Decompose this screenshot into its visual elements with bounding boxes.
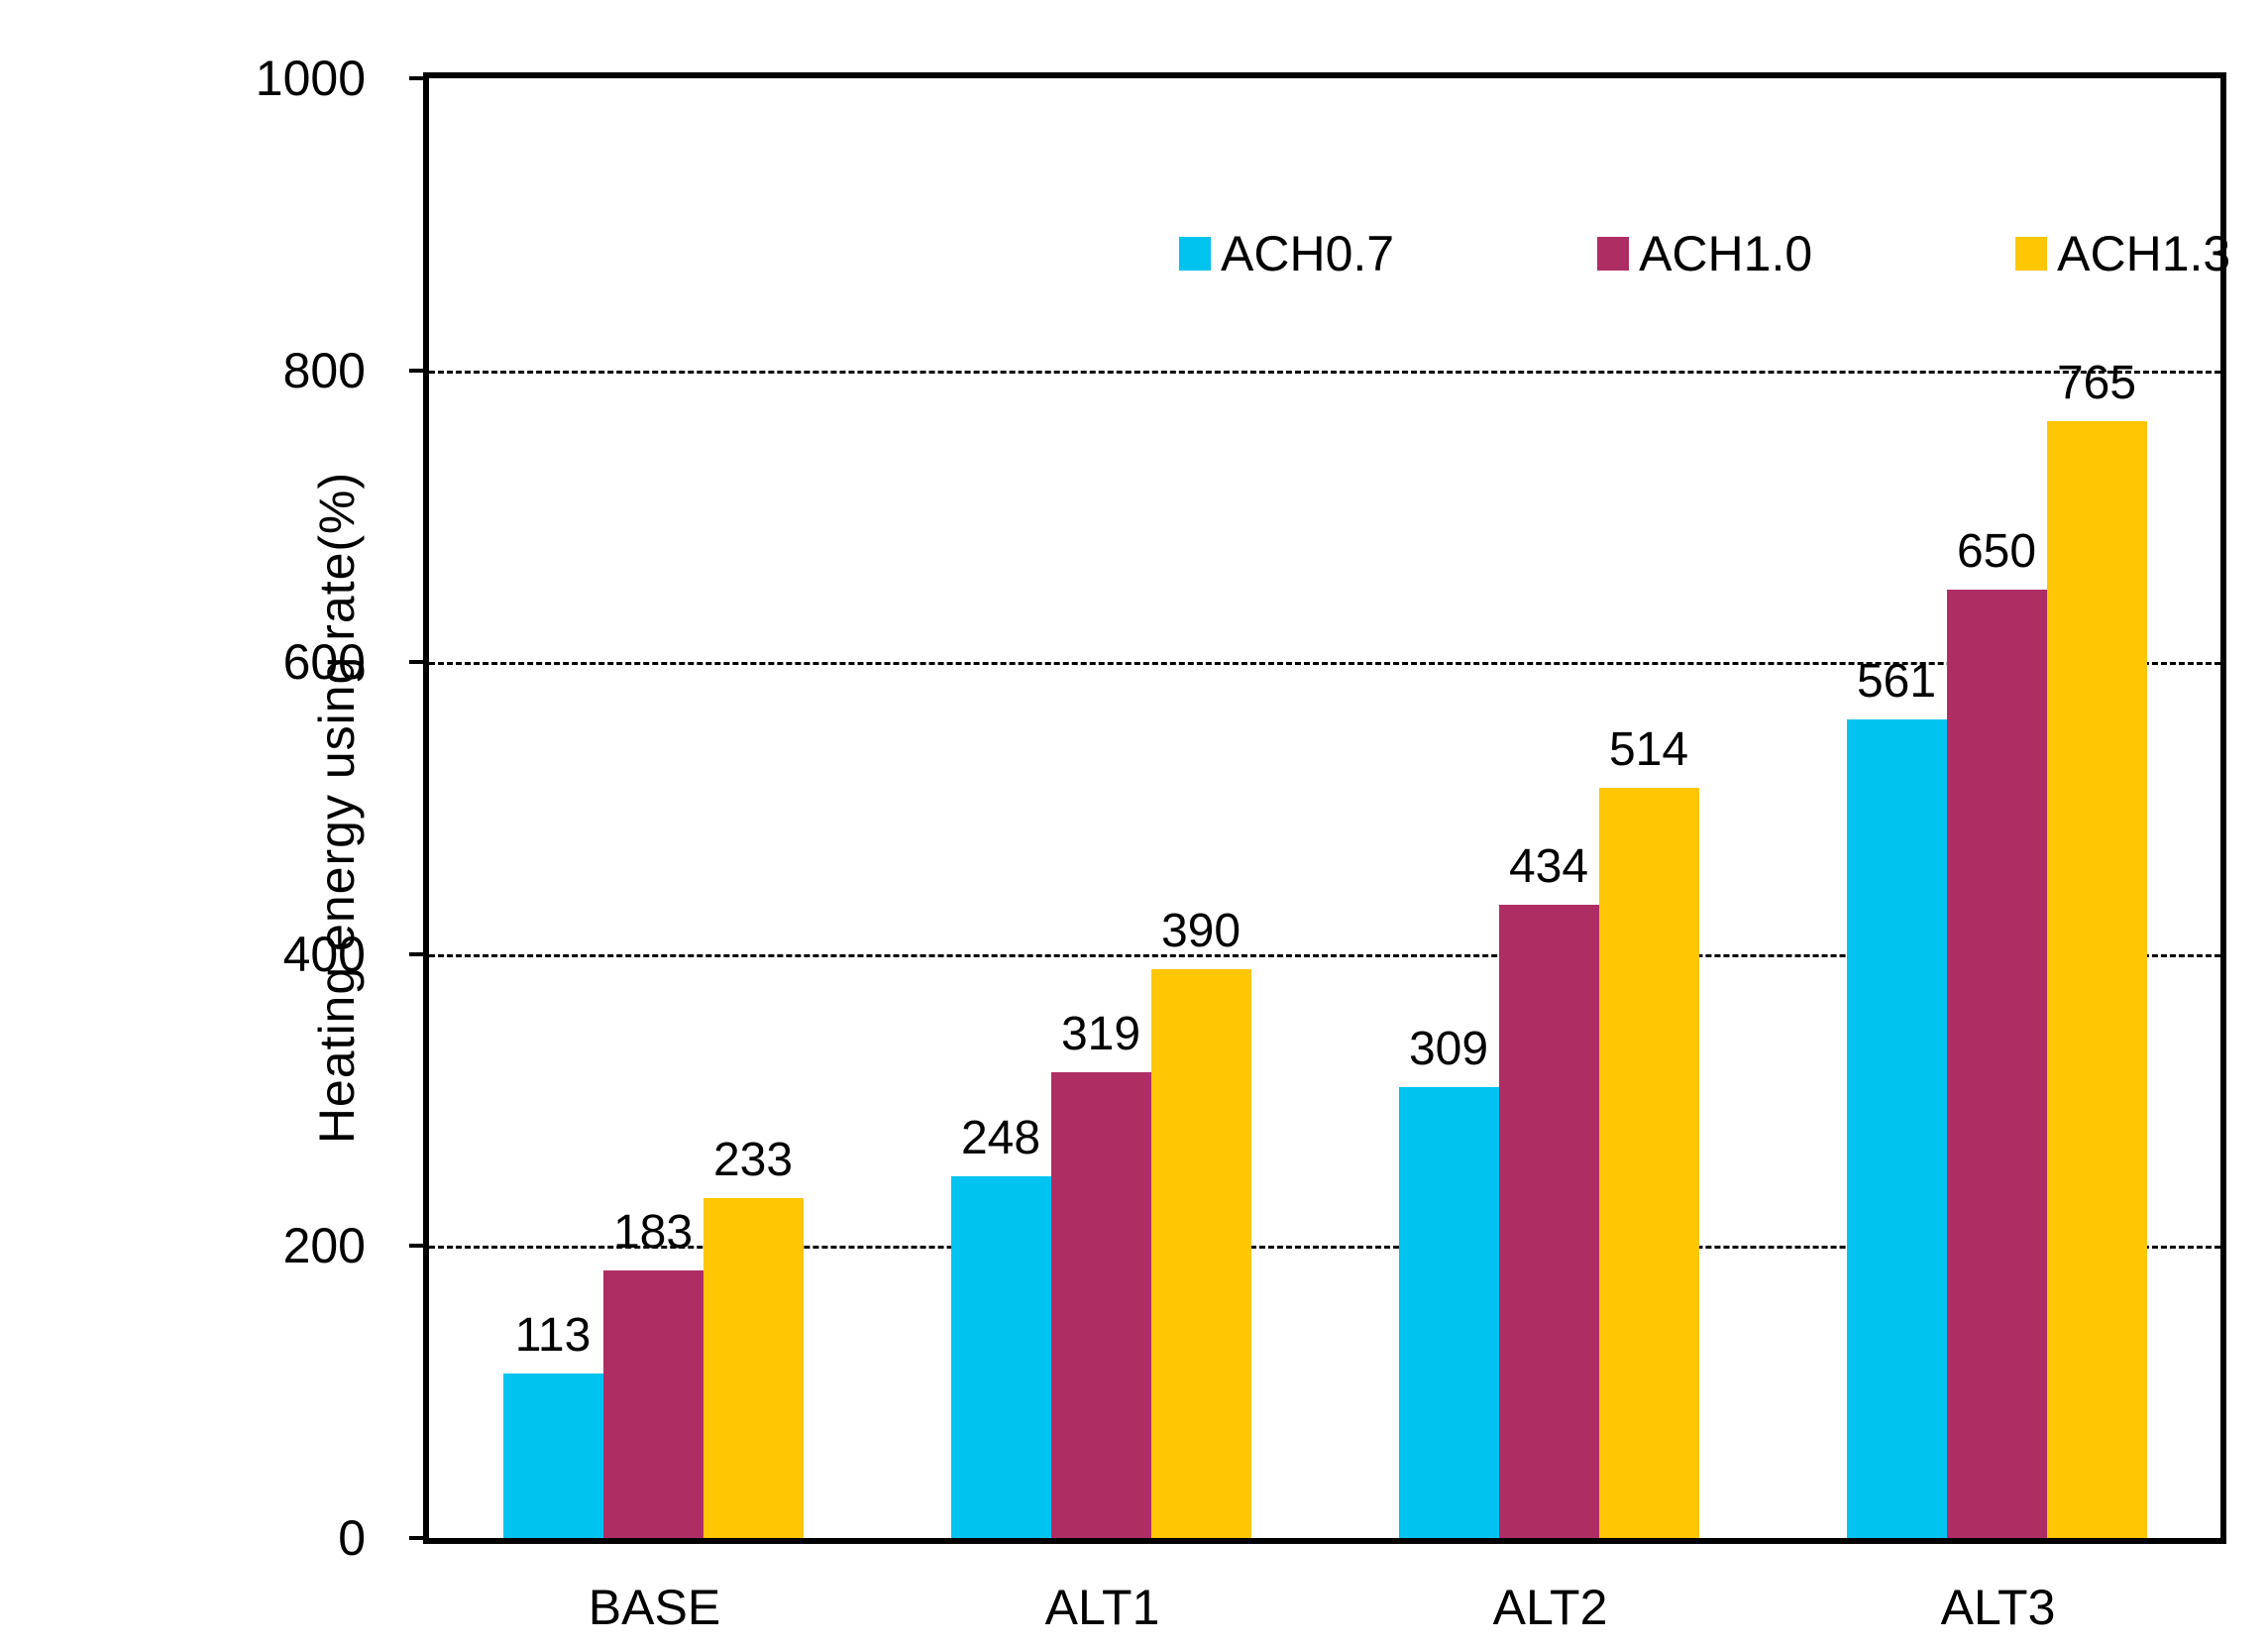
x-category-label-BASE: BASE xyxy=(588,1580,721,1635)
bar-group-ALT3: 561 650 765 xyxy=(1773,78,2220,1538)
y-tick-label-400: 400 xyxy=(282,926,366,982)
gridline-600 xyxy=(429,662,2220,666)
bar-value-label: 319 xyxy=(1060,1008,1141,1061)
legend-swatch-icon xyxy=(1597,237,1630,271)
gridline-200 xyxy=(429,1246,2220,1250)
bar-group-BASE: 113 183 233 xyxy=(429,78,877,1538)
legend-label: ACH0.7 xyxy=(1221,226,1395,281)
legend-label: ACH1.3 xyxy=(2057,226,2231,281)
gridline-800 xyxy=(429,370,2220,374)
bar-BASE-ACH0.7: 113 xyxy=(502,1311,603,1538)
plot-area: ACH0.7 ACH1.0 ACH1.3 113 183 233 248 319 390 309… xyxy=(423,72,2230,1544)
bar-ALT2-ACH0.7: 309 xyxy=(1398,1025,1499,1538)
y-tick-mark-0 xyxy=(409,1536,425,1540)
y-tick-mark-1000 xyxy=(409,76,425,80)
bar-value-label: 248 xyxy=(960,1111,1041,1164)
legend-swatch-icon xyxy=(1179,237,1211,271)
bar-value-label: 765 xyxy=(2056,357,2137,410)
bar-value-label: 183 xyxy=(612,1206,694,1260)
bar-value-label: 390 xyxy=(1160,904,1242,957)
bar-ALT3-ACH1.3: 765 xyxy=(2046,360,2147,1538)
y-tick-label-800: 800 xyxy=(282,342,366,398)
bar-ALT1-ACH1.0: 319 xyxy=(1050,1011,1151,1538)
bar-value-label: 650 xyxy=(1956,524,2037,578)
y-tick-mark-200 xyxy=(409,1244,425,1249)
bar-value-label: 233 xyxy=(712,1133,794,1186)
bar-ALT3-ACH1.0: 650 xyxy=(1946,527,2047,1538)
legend-swatch-icon xyxy=(2015,237,2048,271)
bar-ALT2-ACH1.0: 434 xyxy=(1498,842,1599,1538)
legend-item-ACH1.3: ACH1.3 xyxy=(2015,225,2230,282)
x-category-label-ALT3: ALT3 xyxy=(1940,1580,2056,1635)
y-tick-mark-600 xyxy=(409,660,425,665)
y-tick-mark-800 xyxy=(409,368,425,373)
y-tick-label-200: 200 xyxy=(282,1218,366,1274)
bar-ALT1-ACH0.7: 248 xyxy=(950,1114,1051,1538)
bar-ALT1-ACH1.3: 390 xyxy=(1150,907,1251,1538)
x-category-label-ALT1: ALT1 xyxy=(1044,1580,1160,1635)
y-tick-label-600: 600 xyxy=(282,634,366,691)
bars-layer: 113 183 233 248 319 390 309 434 514 561 650 765 xyxy=(429,78,2220,1538)
legend-item-ACH1.0: ACH1.0 xyxy=(1597,225,1812,282)
y-tick-label-1000: 1000 xyxy=(255,51,366,106)
legend-label: ACH1.0 xyxy=(1639,226,1813,281)
bar-value-label: 309 xyxy=(1408,1022,1489,1075)
bar-value-label: 514 xyxy=(1608,722,1689,776)
x-category-label-ALT2: ALT2 xyxy=(1492,1580,1608,1635)
bar-value-label: 561 xyxy=(1856,654,1937,708)
bar-value-label: 434 xyxy=(1508,839,1589,893)
bar-ALT3-ACH0.7: 561 xyxy=(1846,657,1947,1538)
y-axis-title: Heating energy using rate(%) xyxy=(309,471,366,1145)
legend: ACH0.7 ACH1.0 ACH1.3 xyxy=(1179,225,2230,282)
bar-ALT2-ACH1.3: 514 xyxy=(1598,725,1699,1538)
gridline-400 xyxy=(429,953,2220,957)
y-tick-label-0: 0 xyxy=(338,1510,366,1566)
bar-BASE-ACH1.0: 183 xyxy=(602,1209,703,1538)
bar-value-label: 113 xyxy=(514,1308,592,1362)
bar-group-ALT2: 309 434 514 xyxy=(1325,78,1773,1538)
legend-item-ACH0.7: ACH0.7 xyxy=(1179,225,1394,282)
y-tick-mark-400 xyxy=(409,951,425,956)
bar-group-ALT1: 248 319 390 xyxy=(877,78,1325,1538)
bar-BASE-ACH1.3: 233 xyxy=(702,1136,804,1538)
